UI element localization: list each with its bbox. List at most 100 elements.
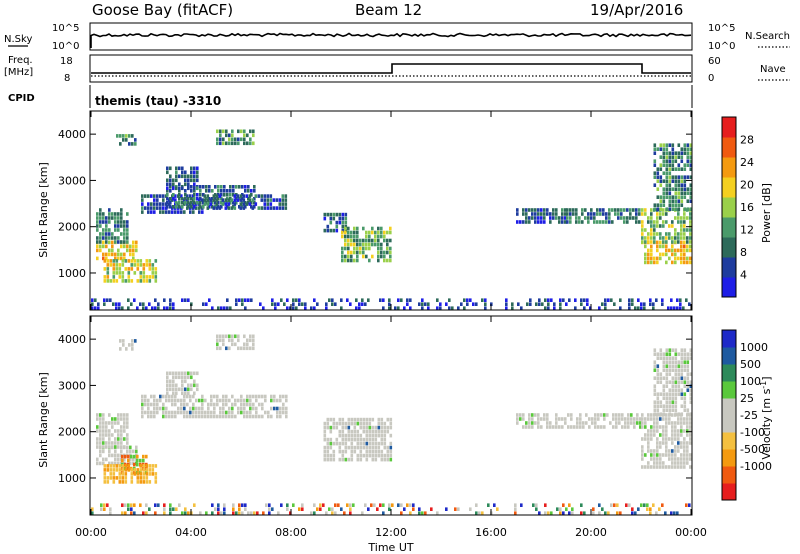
data-cell [359, 246, 362, 251]
data-cell [362, 429, 366, 434]
data-cell [150, 202, 153, 206]
data-cell [215, 202, 219, 206]
data-cell [620, 208, 623, 212]
data-cell [528, 208, 531, 212]
data-cell [671, 368, 675, 372]
data-cell [680, 352, 684, 356]
data-cell [222, 137, 225, 142]
colorbar-tick-label: 12 [740, 224, 754, 237]
data-cell [108, 433, 111, 437]
data-cell [386, 230, 389, 235]
data-cell [211, 205, 214, 209]
data-cell [103, 259, 107, 263]
data-cell [207, 402, 210, 407]
data-cell [653, 260, 656, 265]
data-cell [359, 457, 363, 462]
data-cell [109, 472, 113, 476]
data-cell [683, 220, 686, 224]
data-cell [108, 252, 111, 257]
data-cell [276, 410, 279, 415]
data-cell [133, 462, 136, 467]
data-cell [656, 437, 659, 441]
data-cell [650, 417, 653, 421]
data-cell [568, 298, 571, 302]
data-cell [178, 503, 181, 507]
data-cell [235, 201, 238, 205]
data-cell [383, 238, 386, 243]
data-cell [587, 216, 590, 220]
data-cell [576, 421, 579, 425]
data-cell [574, 298, 577, 302]
data-cell [178, 193, 181, 197]
data-cell [383, 250, 386, 255]
data-cell [274, 302, 277, 306]
data-cell [181, 166, 184, 171]
data-cell [228, 338, 231, 343]
data-cell [117, 224, 120, 228]
data-cell [686, 151, 690, 155]
data-cell [258, 394, 261, 399]
data-cell [661, 298, 664, 302]
data-cell [181, 170, 184, 175]
data-cell [516, 212, 519, 216]
data-cell [114, 240, 117, 244]
data-cell [534, 421, 537, 425]
data-cell [355, 298, 358, 302]
data-cell [216, 342, 219, 347]
data-cell [662, 425, 665, 429]
data-cell [159, 398, 162, 403]
data-cell [674, 356, 678, 360]
data-cell [338, 433, 342, 438]
data-cell [650, 449, 653, 453]
data-cell [409, 511, 412, 515]
data-cell [356, 230, 359, 235]
data-cell [298, 298, 301, 302]
data-cell [211, 511, 214, 515]
data-cell [662, 433, 665, 437]
data-cell [241, 503, 244, 507]
data-cell [644, 208, 647, 212]
data-cell [201, 394, 204, 399]
data-cell [298, 507, 301, 511]
data-cell [251, 206, 255, 210]
data-cell [231, 141, 234, 146]
data-cell [652, 306, 655, 310]
data-cell [142, 472, 146, 476]
data-cell [99, 453, 102, 458]
data-cell [516, 421, 519, 425]
data-cell [222, 342, 225, 347]
data-cell [653, 429, 656, 433]
data-cell [353, 250, 356, 255]
data-cell [671, 384, 675, 388]
data-cell [103, 507, 106, 511]
data-cell [650, 220, 653, 224]
data-cell [537, 421, 540, 425]
data-cell [108, 236, 111, 240]
data-cell [359, 437, 363, 442]
data-cell [169, 197, 172, 201]
data-cell [683, 449, 686, 453]
data-cell [641, 212, 644, 216]
data-cell [653, 400, 657, 404]
data-cell [686, 207, 690, 211]
data-cell [662, 159, 666, 163]
data-cell [586, 298, 589, 302]
data-cell [644, 228, 647, 232]
data-cell [96, 429, 99, 433]
data-cell [674, 260, 677, 265]
data-cell [193, 371, 196, 376]
data-cell [418, 511, 421, 515]
data-cell [644, 417, 647, 421]
data-cell [249, 129, 252, 134]
data-cell [466, 298, 469, 302]
data-cell [367, 298, 370, 302]
data-cell [665, 376, 669, 380]
data-cell [121, 271, 125, 275]
data-cell [671, 392, 675, 396]
data-cell [653, 348, 657, 352]
data-cell [344, 449, 348, 454]
data-cell [689, 147, 693, 151]
data-cell [163, 306, 166, 310]
data-cell [118, 263, 122, 267]
data-cell [615, 413, 618, 417]
